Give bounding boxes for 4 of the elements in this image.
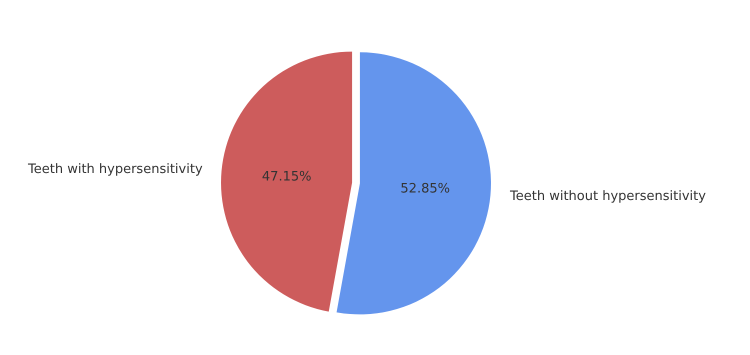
slice-label: Teeth without hypersensitivity (509, 189, 706, 204)
slice-label: Teeth with hypersensitivity (27, 162, 203, 177)
data-label: 52.85% (400, 182, 450, 197)
data-label: 47.15% (262, 169, 312, 184)
